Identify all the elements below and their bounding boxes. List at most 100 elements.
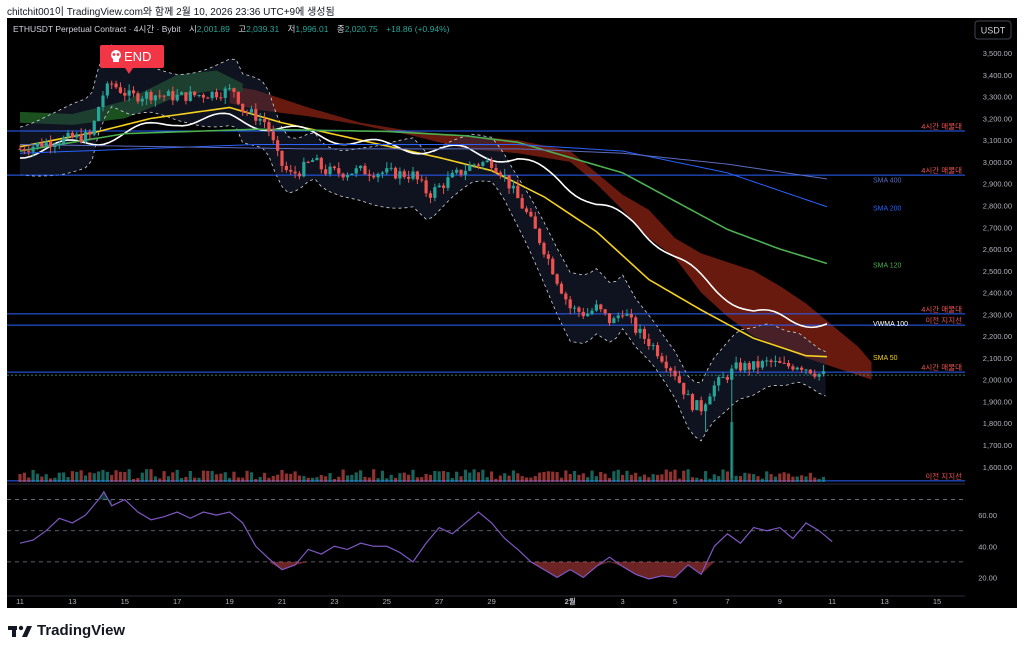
volume-bar	[131, 478, 136, 482]
volume-bar	[603, 473, 607, 482]
candle-body	[280, 150, 284, 166]
candle-body	[669, 368, 673, 371]
rsi-oversold-fill	[596, 561, 610, 567]
volume-bar	[647, 477, 651, 482]
candle-body	[725, 376, 729, 380]
candle-body	[786, 362, 791, 367]
candle-body	[568, 299, 572, 309]
candle-body	[407, 176, 411, 179]
symbol-title: ETHUSDT Perpetual Contract · 4시간 · Bybit	[13, 24, 181, 34]
candle-body	[446, 177, 450, 188]
volume-bar	[516, 473, 520, 482]
volume-bar	[31, 469, 35, 482]
volume-bar	[690, 477, 695, 482]
candle-body	[463, 170, 467, 175]
candle-body	[236, 91, 240, 104]
rsi-line	[19, 490, 833, 580]
end-marker[interactable]: END	[100, 45, 164, 74]
volume-bar	[433, 470, 437, 482]
volume-bar	[249, 472, 254, 482]
volume-bar	[153, 476, 157, 482]
volume-bar	[136, 478, 140, 482]
volume-bar	[105, 471, 109, 482]
candle-body	[634, 317, 638, 333]
volume-bar	[380, 470, 385, 482]
volume-bar	[725, 471, 729, 482]
candle-body	[607, 313, 612, 324]
chart-svg[interactable]: 4시간 매물대3,142.284시간 매물대2,939.214시간 매물대2,3…	[7, 18, 1017, 608]
candle-body	[193, 91, 197, 96]
moving-averages: SMA 400 SMA 200 SMA 120 VWMA 100 SMA 50	[19, 106, 908, 362]
candle-body	[581, 311, 585, 317]
candle-body	[267, 122, 271, 132]
time-axis[interactable]: 11 13 15 17 19 21 23 25 27 29 2월 3 5 7 9 11 13 15	[7, 595, 965, 606]
candle-body	[297, 173, 302, 177]
ma-legend-label: SMA 120	[873, 262, 902, 269]
candle-body	[647, 338, 651, 346]
candle-body	[179, 92, 184, 95]
ma-line	[19, 128, 828, 265]
volume-bar	[262, 472, 267, 482]
currency-button[interactable]: USDT	[974, 20, 1012, 40]
price-tick-label: 3,100.00	[983, 136, 1012, 145]
volume-bar	[752, 474, 756, 482]
volume-bar	[765, 471, 769, 482]
volume-bar	[498, 475, 502, 482]
candle-body	[389, 167, 393, 169]
candle-body	[559, 283, 564, 294]
volume-bar	[634, 472, 638, 482]
candle-body	[760, 361, 764, 368]
rsi-oversold-fill	[648, 561, 662, 579]
candle-body	[328, 166, 332, 175]
volume-bar	[306, 477, 310, 482]
volume-bar	[27, 477, 31, 482]
rsi-oversold-fill	[609, 561, 623, 567]
volume-bar	[446, 472, 450, 482]
price-axis[interactable]: 3,500.00 3,400.00 3,300.00 3,200.00 3,100.00…	[969, 18, 1017, 608]
candle-body	[572, 307, 577, 309]
volume-bar	[241, 477, 245, 482]
volume-bar	[179, 478, 184, 482]
chart-frame[interactable]: 4시간 매물대3,142.284시간 매물대2,939.214시간 매물대2,3…	[7, 18, 1017, 608]
volume-bar	[511, 470, 516, 482]
volume-bar	[773, 476, 778, 482]
time-tick-label: 27	[435, 597, 443, 606]
candle-body	[476, 164, 481, 166]
volume-bar	[411, 469, 415, 482]
candle-body	[747, 363, 751, 370]
volume-bar	[821, 476, 826, 482]
volume-bar	[57, 472, 61, 482]
rsi-tick-label: 20.00	[978, 573, 997, 582]
volume-bar	[201, 470, 205, 482]
candle-body	[254, 109, 258, 121]
volume-bar	[712, 474, 716, 482]
time-tick-label: 9	[778, 597, 782, 606]
tradingview-logo[interactable]: TradingView	[8, 622, 125, 639]
candle-body	[524, 208, 529, 212]
volume-bar	[507, 475, 511, 482]
volume-bar	[524, 477, 529, 482]
candle-body	[149, 92, 153, 101]
candle-body	[188, 91, 192, 101]
volume-bar	[629, 474, 633, 482]
candle-body	[804, 369, 808, 371]
candle-body	[682, 382, 686, 395]
time-tick-label: 11	[16, 597, 24, 606]
volume-bar	[18, 473, 22, 482]
candle-body	[817, 373, 821, 377]
candle-body	[511, 185, 516, 189]
volume-bar	[673, 469, 677, 482]
volume-bar	[166, 476, 171, 482]
price-tick-label: 2,900.00	[983, 180, 1012, 189]
end-label: END	[124, 49, 151, 64]
volume-bar	[529, 477, 533, 482]
candle-body	[18, 148, 22, 150]
volume-bar	[206, 470, 210, 482]
candle-body	[262, 118, 267, 123]
level-label: 이전 지지선	[925, 471, 962, 481]
candle-body	[411, 171, 415, 179]
ma-legend-label: VWMA 100	[873, 321, 908, 328]
ma-line	[19, 112, 828, 329]
volume-bar	[75, 471, 79, 482]
candle-body	[590, 310, 594, 314]
